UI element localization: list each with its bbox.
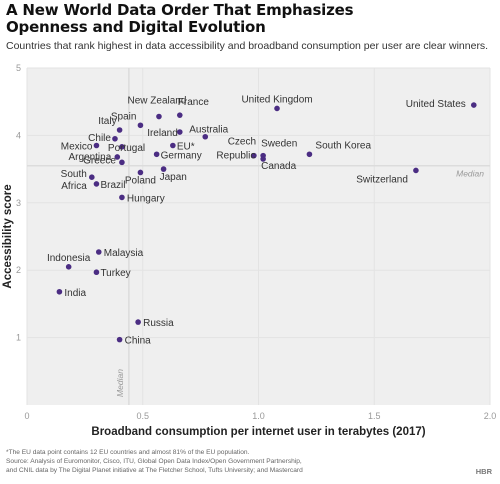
data-point (114, 154, 121, 160)
point-label: EU* (177, 142, 195, 153)
point-label: Mexico (61, 142, 93, 153)
point-label: United States (406, 99, 466, 110)
data-point (160, 166, 167, 172)
point-label: Indonesia (47, 253, 91, 264)
point-label: Hungary (127, 193, 165, 204)
chart-title: A New World Data Order That Emphasizes O… (6, 2, 494, 36)
brand-text: HBR (475, 467, 492, 476)
y-tick-label: 5 (16, 63, 21, 73)
title-line-1: A New World Data Order That Emphasizes (6, 1, 354, 19)
footnote-line-1: *The EU data point contains 12 EU countr… (6, 449, 250, 456)
data-point (93, 181, 100, 187)
data-point (93, 269, 100, 276)
point-label: Germany (161, 150, 202, 161)
point-label: Malaysia (104, 248, 144, 259)
x-tick-label: 2.0 (484, 411, 497, 421)
data-point (251, 152, 257, 159)
data-point (274, 105, 280, 112)
data-point (176, 129, 183, 135)
data-point (119, 159, 125, 166)
median-label-x: Median (115, 369, 125, 397)
y-tick-label: 3 (16, 198, 21, 208)
point-label: India (64, 288, 86, 299)
data-point (156, 113, 162, 120)
point-label: Poland (125, 175, 156, 186)
point-label: Greece (83, 155, 116, 166)
x-tick-label: 0.5 (136, 411, 149, 421)
data-point (170, 142, 176, 149)
point-label: Africa (61, 181, 87, 192)
data-point (153, 151, 160, 158)
x-tick-label: 0 (24, 411, 29, 421)
data-point (470, 102, 477, 108)
y-tick-label: 1 (16, 333, 21, 343)
point-label: Portugal (108, 143, 145, 154)
data-point (93, 142, 100, 149)
point-label: Russia (143, 318, 174, 329)
point-label: Chile (88, 133, 111, 144)
data-point (112, 135, 118, 142)
data-point (116, 336, 123, 343)
x-axis-title: Broadband consumption per internet user … (91, 426, 425, 438)
point-label: Japan (160, 172, 187, 183)
data-point (89, 174, 95, 180)
data-point (202, 133, 209, 140)
point-label: United Kingdom (241, 94, 312, 105)
data-point (65, 264, 72, 270)
point-label: Brazil (100, 180, 125, 191)
point-label: Italy (98, 116, 116, 127)
point-label: Turkey (100, 268, 130, 279)
point-label: Canada (261, 161, 296, 172)
y-tick-label: 4 (16, 130, 21, 140)
point-label: Spain (111, 111, 137, 122)
hbr-logo: HBR (476, 467, 492, 476)
footnote-line-2: Source: Analysis of Euromonitor, Cisco, … (6, 457, 302, 465)
data-point (306, 151, 313, 158)
data-point (95, 249, 102, 255)
point-label: China (125, 336, 152, 347)
point-label: Ireland (147, 128, 178, 139)
point-label: Switzerland (356, 174, 408, 185)
y-axis-title: Accessibility score (2, 184, 14, 288)
point-label: New Zealand (127, 96, 186, 107)
point-label: South (61, 169, 87, 180)
point-label: Republic (216, 151, 255, 162)
point-label: Sweden (261, 139, 297, 150)
x-tick-label: 1.0 (252, 411, 265, 421)
footnote: *The EU data point contains 12 EU countr… (6, 449, 303, 475)
title-line-2: Openness and Digital Evolution (6, 18, 266, 36)
data-point (119, 194, 125, 201)
data-point (135, 319, 141, 325)
median-label-y: Median (456, 169, 484, 179)
data-point (137, 122, 144, 129)
data-point (413, 167, 419, 174)
point-label: Argentina (68, 152, 111, 163)
data-point (119, 144, 125, 150)
footnote-line-3: and CNIL data by The Digital Planet init… (6, 466, 303, 474)
data-point (260, 156, 266, 162)
data-point (56, 288, 63, 295)
x-tick-label: 1.5 (368, 411, 381, 421)
y-tick-label: 2 (16, 265, 21, 275)
point-label: France (178, 97, 210, 108)
point-label: Czech (228, 137, 256, 148)
chart-subtitle: Countries that rank highest in data acce… (6, 40, 489, 52)
data-point (176, 112, 183, 118)
data-point (137, 169, 144, 176)
point-label: Australia (189, 125, 228, 136)
data-point (116, 127, 123, 133)
point-label: South Korea (315, 140, 371, 151)
